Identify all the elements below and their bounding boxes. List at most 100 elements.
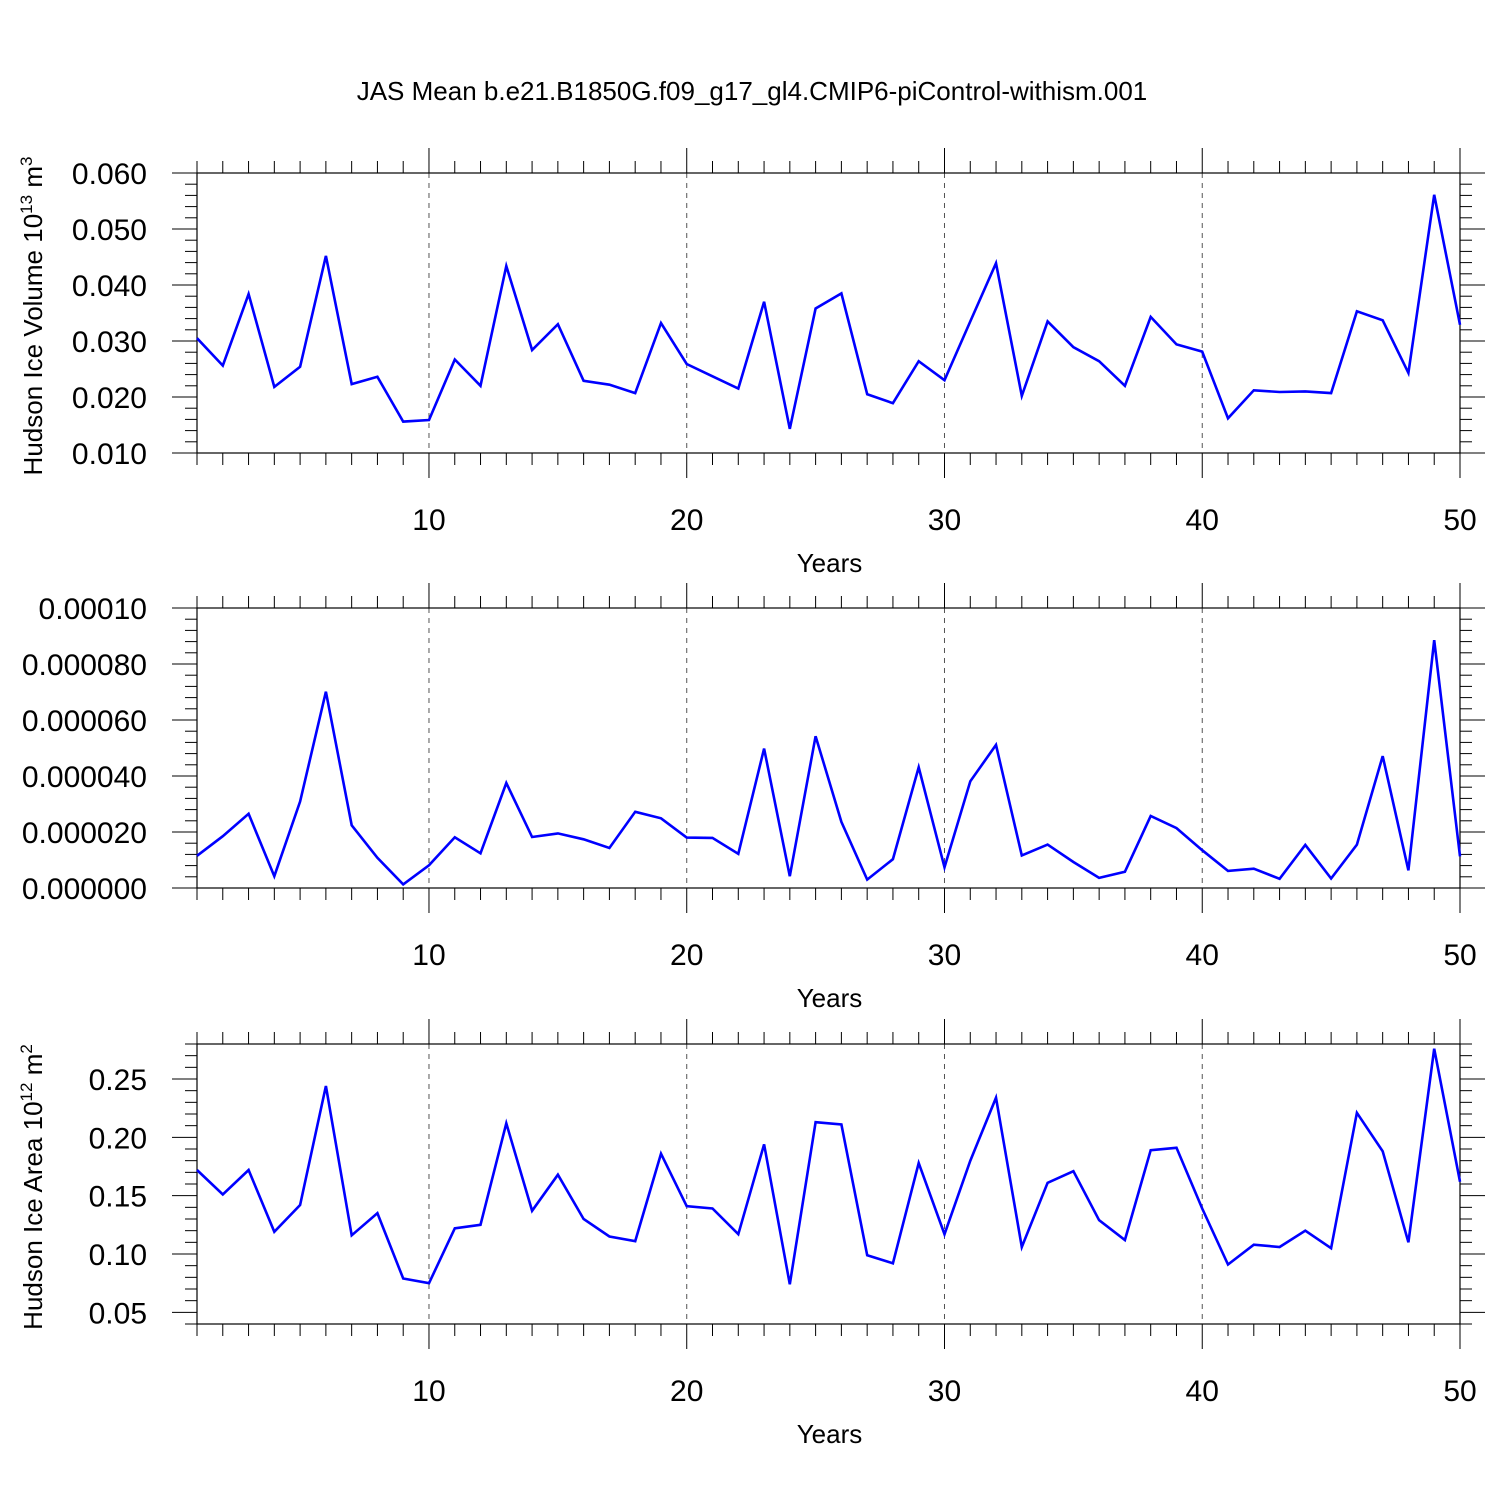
data-point <box>222 364 224 366</box>
x-tick-label: 40 <box>1186 504 1219 537</box>
data-point <box>402 1277 404 1279</box>
data-point <box>1253 1243 1255 1245</box>
data-point <box>1330 877 1332 879</box>
data-point <box>1124 1239 1126 1241</box>
data-point <box>608 383 610 385</box>
data-point <box>1459 324 1461 326</box>
data-point <box>196 855 198 857</box>
data-point <box>892 1262 894 1264</box>
data-point <box>557 323 559 325</box>
data-point <box>660 817 662 819</box>
panel-3: 10 20 30 40 50 Years 0.05 0.10 0.15 0.20 0.25 Hudso… <box>17 1019 1485 1449</box>
data-point <box>350 1234 352 1236</box>
data-point <box>376 1212 378 1214</box>
data-point <box>582 380 584 382</box>
data-point <box>943 866 945 868</box>
data-point <box>299 1204 301 1206</box>
y-tick-label: 0.030 <box>72 326 147 359</box>
data-point <box>686 836 688 838</box>
data-point <box>428 864 430 866</box>
panel-1: 10 20 30 40 50 Years 0.010 0.020 0.030 0.040 0.050… <box>17 148 1485 578</box>
data-point <box>969 780 971 782</box>
y-tick-label: 0.000020 <box>22 817 147 850</box>
data-point <box>789 1283 791 1285</box>
data-point <box>247 1169 249 1171</box>
data-point <box>995 1096 997 1098</box>
data-point <box>325 255 327 257</box>
data-point <box>1253 389 1255 391</box>
data-point <box>1433 194 1435 196</box>
data-point <box>763 1143 765 1145</box>
data-point <box>1072 861 1074 863</box>
data-point <box>454 1227 456 1229</box>
y-tick-label: 0.00010 <box>39 593 147 626</box>
data-point <box>711 837 713 839</box>
data-point <box>1459 855 1461 857</box>
data-point <box>1149 815 1151 817</box>
data-point <box>686 1205 688 1207</box>
x-axis-label: Years <box>797 548 863 578</box>
data-point <box>1253 867 1255 869</box>
data-point <box>222 835 224 837</box>
data-point <box>789 875 791 877</box>
x-tick-label: 50 <box>1443 939 1476 972</box>
data-point <box>814 307 816 309</box>
data-point <box>995 744 997 746</box>
data-point <box>1149 316 1151 318</box>
data-series-line <box>196 640 1462 887</box>
x-tick-label: 50 <box>1443 1375 1476 1408</box>
data-point <box>711 375 713 377</box>
data-point <box>196 337 198 339</box>
plot-frame <box>196 172 1461 454</box>
data-point <box>350 824 352 826</box>
data-point <box>1278 1246 1280 1248</box>
x-axis-label: Years <box>797 983 863 1013</box>
data-point <box>299 800 301 802</box>
data-point <box>1021 395 1023 397</box>
x-tick-label: 10 <box>412 939 445 972</box>
data-point <box>737 387 739 389</box>
data-point <box>376 376 378 378</box>
data-point <box>943 379 945 381</box>
data-point <box>1124 871 1126 873</box>
data-point <box>1098 877 1100 879</box>
data-point <box>222 1193 224 1195</box>
data-point <box>454 358 456 360</box>
x-tick-label: 30 <box>928 939 961 972</box>
y-tick-label: 0.060 <box>72 158 147 191</box>
data-point <box>634 1240 636 1242</box>
data-point <box>1201 1207 1203 1209</box>
data-point <box>660 1152 662 1154</box>
data-point <box>557 1173 559 1175</box>
data-point <box>1433 1047 1435 1049</box>
data-point <box>1227 870 1229 872</box>
data-point <box>840 292 842 294</box>
data-point <box>1021 854 1023 856</box>
data-point <box>1175 1147 1177 1149</box>
data-point <box>299 366 301 368</box>
data-point <box>1046 1182 1048 1184</box>
data-point <box>943 1233 945 1235</box>
data-point <box>1021 1246 1023 1248</box>
data-point <box>273 875 275 877</box>
data-point <box>531 1210 533 1212</box>
data-point <box>1330 1247 1332 1249</box>
data-point <box>686 363 688 365</box>
data-point <box>1407 1241 1409 1243</box>
data-point <box>840 821 842 823</box>
data-point <box>763 747 765 749</box>
data-point <box>247 813 249 815</box>
y-tick-label: 0.000080 <box>22 649 147 682</box>
data-point <box>866 878 868 880</box>
data-point <box>531 836 533 838</box>
data-point <box>969 320 971 322</box>
data-point <box>1046 320 1048 322</box>
chart-title: JAS Mean b.e21.B1850G.f09_g17_gl4.CMIP6-… <box>357 76 1148 106</box>
data-point <box>660 322 662 324</box>
x-tick-label: 20 <box>670 1375 703 1408</box>
plots-group: 10 20 30 40 50Years0.0100.0200.0300.0400.050… <box>17 148 1485 1449</box>
data-point <box>1433 639 1435 641</box>
data-point <box>1175 343 1177 345</box>
data-point <box>557 832 559 834</box>
data-point <box>814 1121 816 1123</box>
